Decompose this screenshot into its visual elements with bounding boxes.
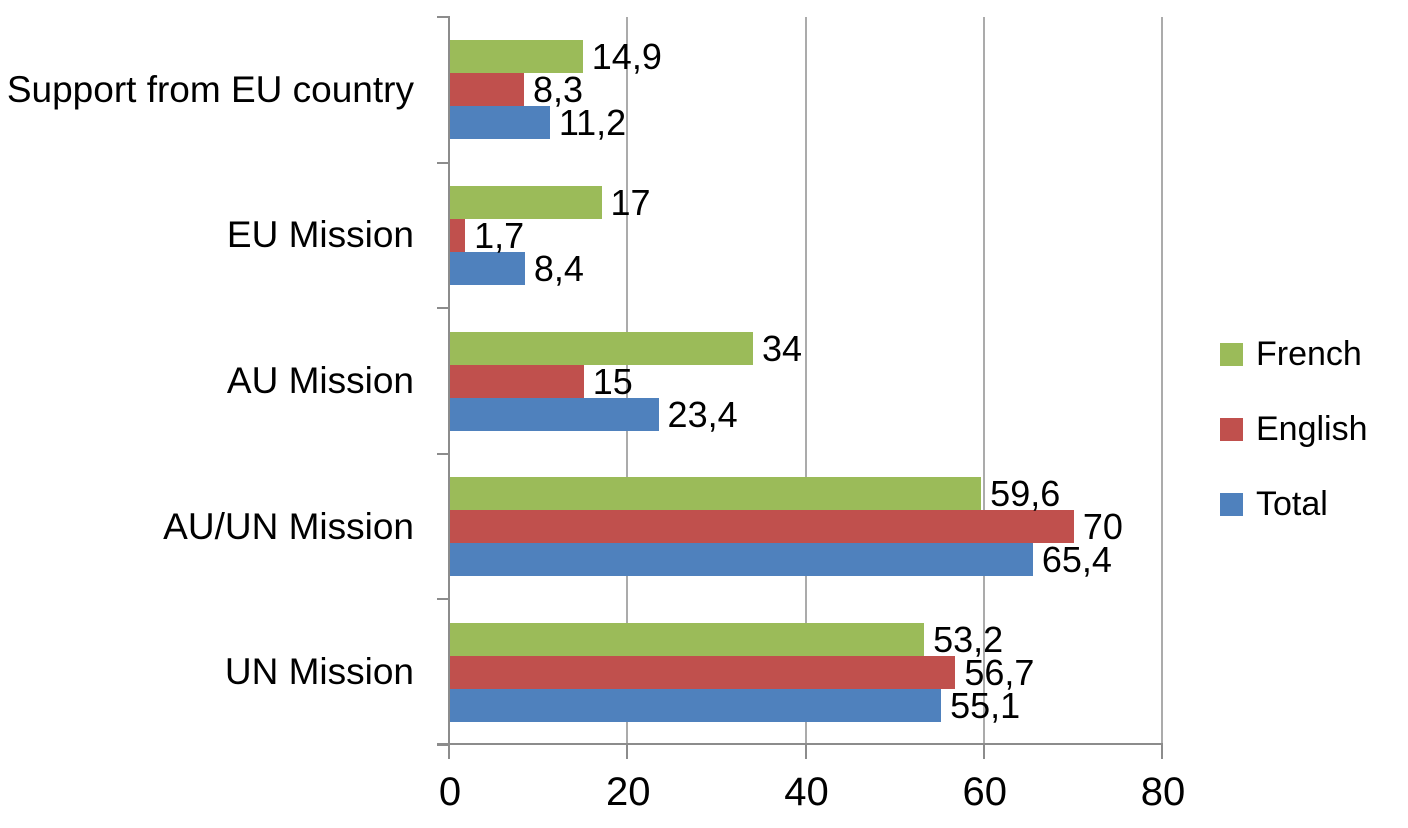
value-label-english-support-from-eu-country: 8,3 [532, 69, 584, 111]
bar-french-eu-mission [450, 185, 602, 219]
legend-label-english: English [1256, 410, 1368, 448]
bar-english-eu-mission [450, 218, 466, 252]
value-label-french-au-un-mission: 59,6 [990, 473, 1061, 515]
legend-item-french: French [1220, 337, 1368, 371]
gridline-60 [982, 17, 985, 745]
legend-swatch-english [1220, 417, 1243, 441]
value-label-total-un-mission: 55,1 [950, 684, 1021, 726]
value-tick-20 [626, 743, 629, 759]
plot-area: 14,9 8,3 11,2 17 1,7 8,4 34 15 23,4 59,6 70 65,4 53,… [450, 17, 1163, 745]
bar-total-au-mission [450, 397, 659, 431]
value-label-total-eu-mission: 8,4 [533, 247, 584, 289]
legend-item-english: English [1220, 412, 1368, 446]
bar-french-support-from-eu-country [450, 40, 583, 74]
bar-total-au-un-mission [450, 543, 1033, 577]
category-label-support-from-eu-country: Support from EU country [6, 68, 414, 110]
bar-total-eu-mission [450, 251, 525, 285]
value-tick-60 [982, 743, 985, 759]
bar-total-un-mission [450, 688, 942, 722]
value-label-english-au-un-mission: 70 [1082, 506, 1123, 548]
value-axis-line [437, 743, 1163, 745]
value-tick-label-40: 40 [784, 770, 829, 814]
value-label-french-un-mission: 53,2 [933, 618, 1004, 660]
legend-label-total: Total [1256, 485, 1328, 523]
value-tick-label-20: 20 [606, 770, 651, 814]
value-label-total-au-mission: 23,4 [667, 393, 738, 435]
category-label-au-un-mission: AU/UN Mission [163, 505, 414, 547]
value-label-english-eu-mission: 1,7 [474, 214, 525, 256]
gridline-40 [804, 17, 807, 745]
legend-label-french: French [1256, 335, 1362, 373]
gridline-80 [1161, 17, 1163, 745]
value-label-english-au-mission: 15 [592, 360, 633, 402]
bar-english-support-from-eu-country [450, 73, 524, 107]
value-label-french-au-mission: 34 [762, 327, 803, 369]
value-tick-label-0: 0 [438, 770, 462, 814]
value-label-total-au-un-mission: 65,4 [1041, 539, 1112, 581]
category-tick-0 [437, 16, 450, 18]
category-tick-2 [437, 307, 450, 310]
bar-english-un-mission [450, 655, 956, 689]
value-tick-label-80: 80 [1140, 770, 1186, 814]
legend-swatch-total [1220, 492, 1243, 516]
value-label-total-support-from-eu-country: 11,2 [558, 102, 627, 144]
bar-total-support-from-eu-country [450, 106, 550, 140]
bar-english-au-un-mission [450, 510, 1074, 544]
category-label-eu-mission: EU Mission [226, 214, 414, 256]
bar-french-au-un-mission [450, 477, 982, 511]
category-tick-1 [437, 161, 450, 164]
value-tick-label-60: 60 [962, 770, 1008, 814]
legend-item-total: Total [1220, 487, 1368, 521]
legend-swatch-french [1220, 342, 1243, 366]
bar-french-au-mission [450, 331, 754, 365]
bar-english-au-mission [450, 364, 584, 398]
category-tick-5 [437, 744, 450, 746]
category-axis-line [448, 17, 450, 745]
legend: French English Total [1220, 337, 1368, 521]
category-label-au-mission: AU Mission [226, 359, 414, 401]
value-tick-40 [804, 743, 807, 759]
category-label-un-mission: UN Mission [224, 651, 414, 693]
category-tick-4 [437, 598, 450, 601]
category-tick-3 [437, 452, 450, 455]
gridline-20 [626, 17, 629, 745]
value-label-french-support-from-eu-country: 14,9 [591, 36, 662, 78]
value-tick-80 [1161, 743, 1163, 759]
bar-french-un-mission [450, 622, 925, 656]
value-label-french-eu-mission: 17 [610, 181, 651, 223]
value-tick-0 [448, 743, 450, 759]
value-label-english-un-mission: 56,7 [964, 651, 1035, 693]
